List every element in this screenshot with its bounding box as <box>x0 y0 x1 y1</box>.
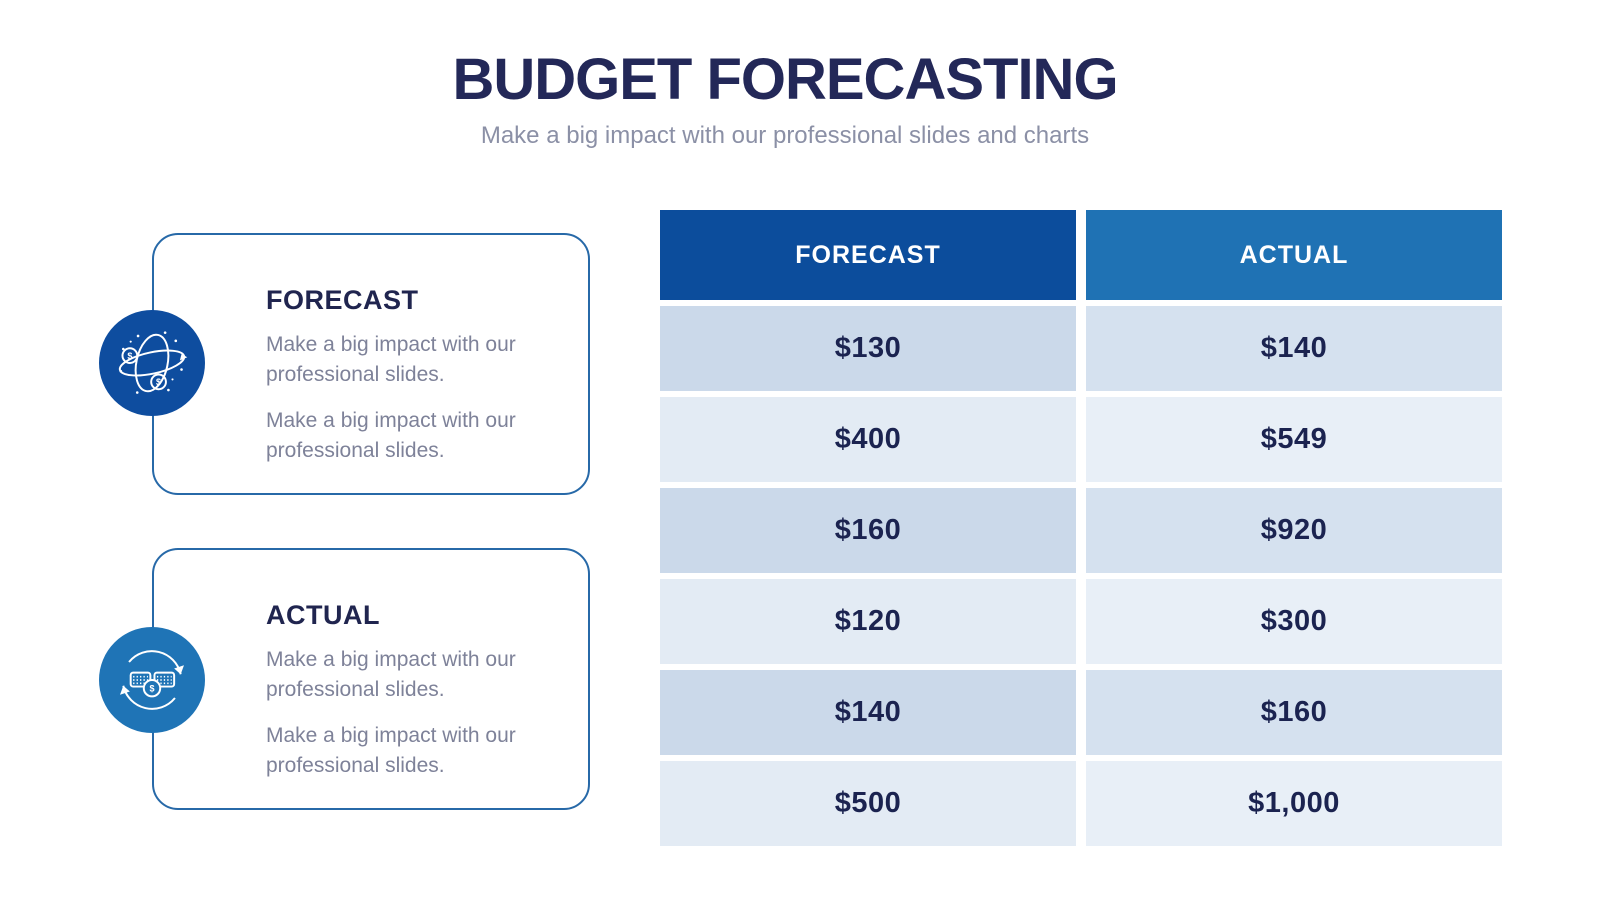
svg-text:$: $ <box>156 377 161 387</box>
money-orbit-icon: $ $ <box>99 310 205 416</box>
forecast-card-paragraph: Make a big impact with our professional … <box>266 333 516 386</box>
table-header-actual: ACTUAL <box>1086 210 1502 300</box>
svg-text:$: $ <box>149 683 154 693</box>
page-title: BUDGET FORECASTING <box>452 47 1118 112</box>
table-cell-forecast-3: $160 <box>660 488 1076 573</box>
table-cell-forecast-4: $120 <box>660 579 1076 664</box>
actual-card: ACTUAL Make a big impact with our profes… <box>152 548 590 810</box>
header: BUDGET FORECASTING Make a big impact wit… <box>0 48 1570 150</box>
forecast-card-paragraph: Make a big impact with our professional … <box>266 409 516 462</box>
actual-card-heading: ACTUAL <box>266 600 380 630</box>
budget-table: FORECAST ACTUAL $130 $140 $400 $549 $160… <box>660 210 1502 846</box>
table-cell-forecast-6: $500 <box>660 761 1076 846</box>
forecast-card-heading: FORECAST <box>266 285 419 315</box>
table-cell-forecast-5: $140 <box>660 670 1076 755</box>
table-cell-actual-2: $549 <box>1086 397 1502 482</box>
page-subtitle: Make a big impact with our professional … <box>480 121 1090 149</box>
table-cell-actual-1: $140 <box>1086 306 1502 391</box>
actual-card-paragraph: Make a big impact with our professional … <box>266 648 516 701</box>
table-cell-actual-6: $1,000 <box>1086 761 1502 846</box>
table-cell-actual-3: $920 <box>1086 488 1502 573</box>
svg-text:$: $ <box>127 351 132 361</box>
table-cell-actual-5: $160 <box>1086 670 1502 755</box>
actual-card-paragraph: Make a big impact with our professional … <box>266 724 516 777</box>
table-header-forecast: FORECAST <box>660 210 1076 300</box>
forecast-card: FORECAST Make a big impact with our prof… <box>152 233 590 495</box>
money-refresh-icon: $ <box>99 627 205 733</box>
table-cell-actual-4: $300 <box>1086 579 1502 664</box>
table-cell-forecast-1: $130 <box>660 306 1076 391</box>
table-cell-forecast-2: $400 <box>660 397 1076 482</box>
